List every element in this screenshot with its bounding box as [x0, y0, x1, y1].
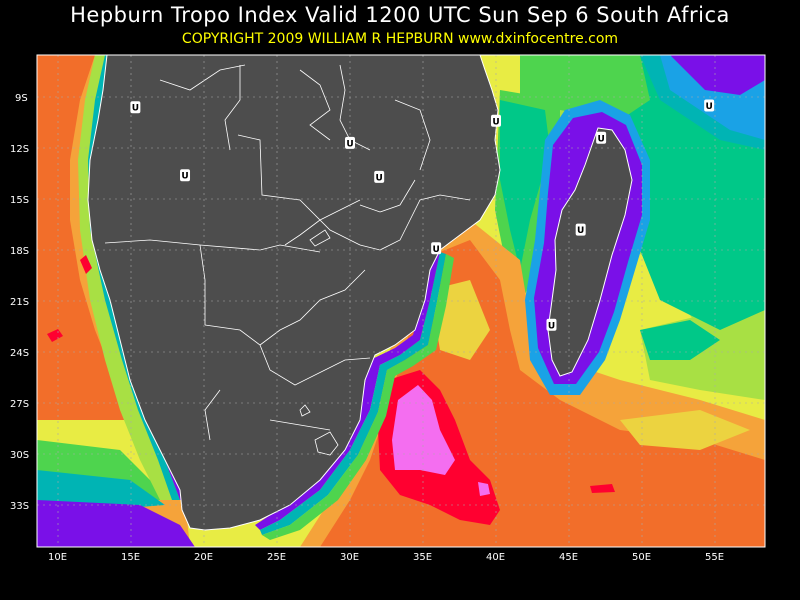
lon-label: 50E	[632, 552, 651, 563]
africa-landmass	[87, 55, 501, 531]
marker-label: U	[597, 134, 604, 144]
upper-low-marker: U	[130, 101, 141, 114]
marker-box	[596, 131, 607, 144]
lon-label: 10E	[48, 552, 67, 563]
lon-label: 25E	[267, 552, 286, 563]
marker-box	[431, 242, 442, 255]
purple-band-southwest	[37, 500, 195, 547]
marker-box	[575, 223, 586, 236]
marker-box	[345, 136, 355, 149]
lat-label: 12S	[10, 144, 29, 155]
lat-label: 9S	[15, 93, 28, 104]
upper-low-marker: U	[345, 136, 355, 149]
marker-label: U	[346, 139, 353, 149]
map-panel: U U U U U U U U U U	[37, 55, 765, 547]
lon-label: 35E	[413, 552, 432, 563]
marker-label: U	[432, 245, 439, 255]
dark-orange-zone-atlantic	[37, 55, 130, 420]
red-patch-west-b	[80, 255, 92, 274]
lon-label: 40E	[486, 552, 505, 563]
lon-label: 45E	[559, 552, 578, 563]
lat-label: 21S	[10, 297, 29, 308]
upper-low-marker: U	[491, 114, 501, 127]
lakes	[299, 229, 339, 456]
lon-label: 30E	[340, 552, 359, 563]
lat-label: 27S	[10, 399, 29, 410]
marker-label: U	[548, 321, 555, 331]
lon-label: 15E	[121, 552, 140, 563]
marker-box	[491, 114, 501, 127]
upper-low-marker: U	[596, 131, 607, 144]
upper-low-marker: U	[374, 170, 385, 183]
pink-core-small	[478, 482, 490, 496]
teal-zone-lower	[640, 320, 720, 360]
lon-label: 55E	[705, 552, 724, 563]
lat-label: 15S	[10, 195, 29, 206]
marker-label: U	[706, 102, 713, 112]
copyright-line: COPYRIGHT 2009 WILLIAM R HEPBURN www.dxi…	[181, 31, 619, 47]
marker-label: U	[181, 172, 188, 182]
red-patch-east	[590, 484, 615, 493]
marker-box	[704, 99, 715, 112]
teal-zone-mozambique-channel	[500, 100, 550, 270]
upper-low-marker: U	[180, 169, 191, 182]
marker-label: U	[492, 117, 499, 127]
coastal-band-green-atlantic	[78, 55, 175, 500]
lat-label: 33S	[10, 501, 29, 512]
lat-label: 18S	[10, 246, 29, 257]
lon-label: 20E	[194, 552, 213, 563]
lat-label: 30S	[10, 450, 29, 461]
pink-core-zone	[392, 385, 455, 475]
map-title: Hepburn Tropo Index Valid 1200 UTC Sun S…	[70, 3, 730, 27]
red-patch-west-a	[47, 329, 63, 342]
yellow-patch-east-indian	[620, 410, 750, 450]
marker-label: U	[376, 173, 383, 183]
marker-label: U	[577, 226, 584, 236]
marker-box	[546, 318, 557, 331]
upper-low-marker: U	[431, 242, 442, 255]
graticule	[37, 55, 765, 547]
purple-zone-northeast	[670, 55, 765, 95]
upper-low-marker: U	[575, 223, 586, 236]
longitude-labels: 10E 15E 20E 25E 30E 35E 40E 45E 50E 55E	[48, 552, 724, 563]
marker-box	[180, 169, 191, 182]
map-frame	[36, 54, 766, 548]
upper-low-marker: U	[546, 318, 557, 331]
marker-box	[130, 101, 141, 114]
marker-label: U	[132, 104, 139, 114]
upper-low-marker: U	[704, 99, 715, 112]
lat-label: 24S	[10, 348, 29, 359]
marker-box	[374, 170, 385, 183]
latitude-labels: 9S 12S 15S 18S 21S 24S 27S 30S 33S	[10, 93, 29, 512]
upper-low-markers: U U U U U U U U U U	[130, 99, 715, 331]
